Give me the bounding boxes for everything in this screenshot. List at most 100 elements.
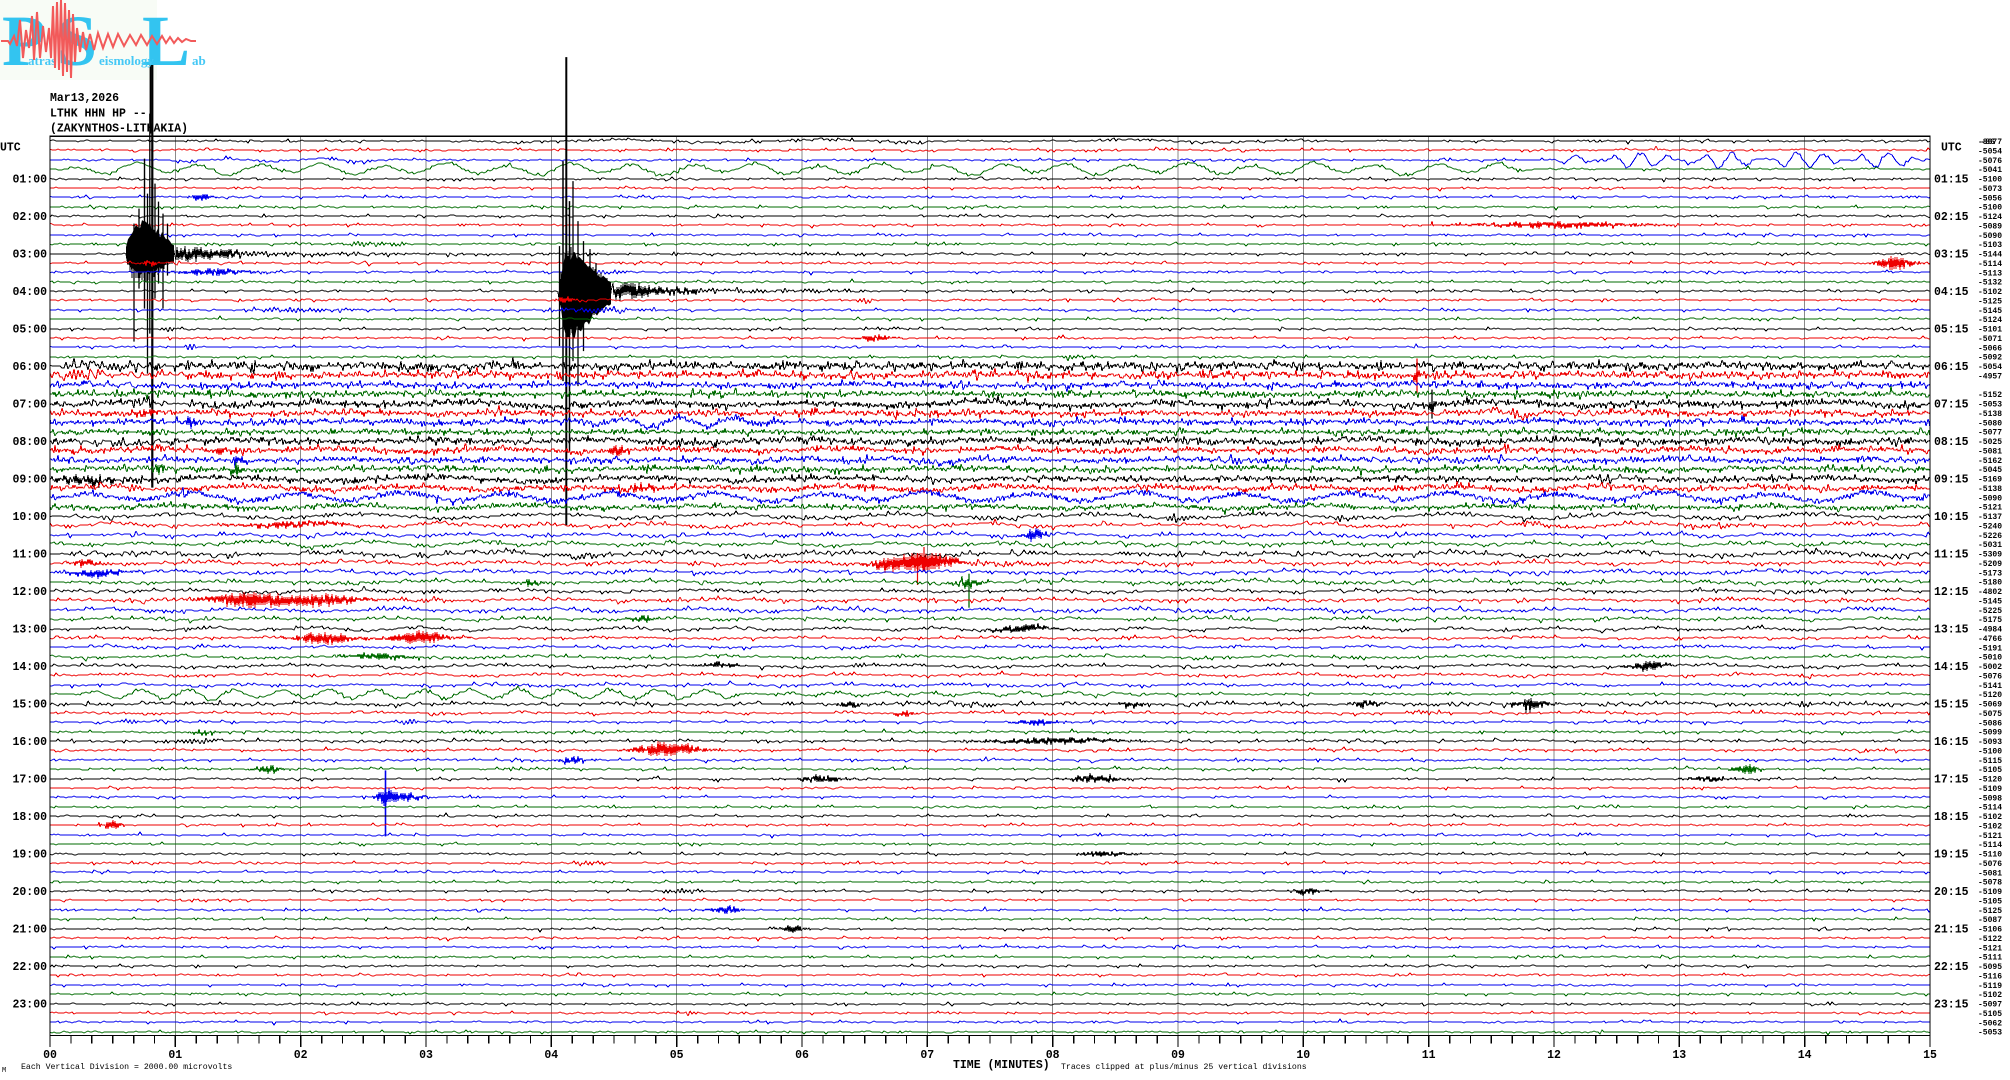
svg-text:05:15: 05:15 (1934, 324, 1969, 337)
svg-text:16:00: 16:00 (12, 736, 47, 749)
svg-text:-5114: -5114 (1978, 804, 2002, 813)
svg-text:23:00: 23:00 (12, 999, 47, 1012)
svg-text:14:00: 14:00 (12, 661, 47, 674)
svg-text:23:15: 23:15 (1934, 999, 1969, 1012)
svg-text:-86: -86 (1981, 138, 1996, 147)
svg-text:08:00: 08:00 (12, 436, 47, 449)
svg-text:17:00: 17:00 (12, 774, 47, 787)
svg-text:22:00: 22:00 (12, 961, 47, 974)
svg-text:-5089: -5089 (1978, 223, 2002, 232)
svg-text:11:15: 11:15 (1934, 549, 1969, 562)
svg-text:06:15: 06:15 (1934, 361, 1969, 374)
svg-text:-4984: -4984 (1978, 626, 2002, 635)
svg-text:-5069: -5069 (1978, 701, 2002, 710)
svg-text:-5056: -5056 (1978, 194, 2002, 203)
svg-text:TIME (MINUTES): TIME (MINUTES) (953, 1059, 1050, 1072)
svg-text:09:00: 09:00 (12, 474, 47, 487)
svg-text:-5086: -5086 (1978, 719, 2002, 728)
svg-text:18:00: 18:00 (12, 811, 47, 824)
svg-text:-5309: -5309 (1978, 551, 2002, 560)
svg-text:19:15: 19:15 (1934, 849, 1969, 862)
svg-text:-5226: -5226 (1978, 532, 2002, 541)
svg-text:-5102: -5102 (1978, 288, 2002, 297)
svg-text:-5076: -5076 (1978, 860, 2002, 869)
svg-text:-5087: -5087 (1978, 916, 2002, 925)
svg-text:-5100: -5100 (1978, 748, 2002, 757)
svg-text:-5097: -5097 (1978, 1001, 2002, 1010)
svg-text:-5090: -5090 (1978, 232, 2002, 241)
svg-text:-4802: -4802 (1978, 588, 2002, 597)
svg-text:17:15: 17:15 (1934, 774, 1969, 787)
svg-text:-5114: -5114 (1978, 260, 2002, 269)
svg-text:14:15: 14:15 (1934, 661, 1969, 674)
svg-text:09: 09 (1171, 1049, 1185, 1062)
svg-text:-5173: -5173 (1978, 569, 2002, 578)
svg-text:-5138: -5138 (1978, 410, 2002, 419)
svg-text:M: M (2, 1067, 6, 1075)
svg-text:-5124: -5124 (1978, 213, 2002, 222)
svg-text:-5102: -5102 (1978, 813, 2002, 822)
svg-text:02:00: 02:00 (12, 211, 47, 224)
svg-text:08:15: 08:15 (1934, 436, 1969, 449)
svg-text:-5076: -5076 (1978, 673, 2002, 682)
svg-text:-5240: -5240 (1978, 523, 2002, 532)
svg-text:-5132: -5132 (1978, 279, 2002, 288)
svg-text:-5110: -5110 (1978, 851, 2002, 860)
svg-text:-5121: -5121 (1978, 944, 2002, 953)
svg-text:-5092: -5092 (1978, 354, 2002, 363)
svg-text:07:15: 07:15 (1934, 399, 1969, 412)
svg-text:-5102: -5102 (1978, 823, 2002, 832)
svg-text:05: 05 (670, 1049, 684, 1062)
svg-text:-5119: -5119 (1978, 982, 2002, 991)
svg-text:-5180: -5180 (1978, 579, 2002, 588)
svg-text:12:00: 12:00 (12, 586, 47, 599)
svg-text:22:15: 22:15 (1934, 961, 1969, 974)
svg-text:-5053: -5053 (1978, 401, 2002, 410)
svg-text:04:00: 04:00 (12, 286, 47, 299)
svg-text:07:00: 07:00 (12, 399, 47, 412)
svg-text:02:15: 02:15 (1934, 211, 1969, 224)
svg-text:UTC: UTC (1941, 142, 1962, 155)
svg-text:16:15: 16:15 (1934, 736, 1969, 749)
svg-text:11:00: 11:00 (12, 549, 47, 562)
svg-text:-5078: -5078 (1978, 879, 2002, 888)
svg-text:15: 15 (1923, 1049, 1937, 1062)
svg-text:-5073: -5073 (1978, 185, 2002, 194)
svg-text:-5105: -5105 (1978, 766, 2002, 775)
svg-text:-5103: -5103 (1978, 241, 2002, 250)
svg-text:13:00: 13:00 (12, 624, 47, 637)
svg-text:-5125: -5125 (1978, 907, 2002, 916)
svg-text:-5100: -5100 (1978, 204, 2002, 213)
svg-text:09:15: 09:15 (1934, 474, 1969, 487)
svg-text:-5115: -5115 (1978, 757, 2002, 766)
svg-text:03:15: 03:15 (1934, 249, 1969, 262)
svg-text:-5077: -5077 (1978, 429, 2002, 438)
svg-text:-5062: -5062 (1978, 1019, 2002, 1028)
svg-text:UTC: UTC (0, 142, 21, 155)
svg-text:-5076: -5076 (1978, 157, 2002, 166)
svg-text:-5081: -5081 (1978, 869, 2002, 878)
svg-text:-5053: -5053 (1978, 1029, 2002, 1038)
svg-text:-4766: -4766 (1978, 635, 2002, 644)
svg-text:-5100: -5100 (1978, 176, 2002, 185)
svg-text:14: 14 (1798, 1049, 1812, 1062)
svg-text:-5113: -5113 (1978, 269, 2002, 278)
svg-text:-5162: -5162 (1978, 457, 2002, 466)
svg-text:(ZAKYNTHOS-LITHAKIA): (ZAKYNTHOS-LITHAKIA) (50, 123, 188, 136)
svg-text:03:00: 03:00 (12, 249, 47, 262)
svg-text:03: 03 (419, 1049, 433, 1062)
svg-text:-5090: -5090 (1978, 494, 2002, 503)
svg-text:-5125: -5125 (1978, 298, 2002, 307)
svg-text:-5054: -5054 (1978, 363, 2002, 372)
svg-text:-5102: -5102 (1978, 991, 2002, 1000)
svg-text:21:15: 21:15 (1934, 924, 1969, 937)
svg-text:-5124: -5124 (1978, 316, 2002, 325)
svg-text:10: 10 (1296, 1049, 1310, 1062)
svg-text:-5054: -5054 (1978, 148, 2002, 157)
svg-text:-5121: -5121 (1978, 832, 2002, 841)
svg-text:Mar13,2026: Mar13,2026 (50, 92, 119, 105)
svg-text:-5101: -5101 (1978, 326, 2002, 335)
svg-text:19:00: 19:00 (12, 849, 47, 862)
svg-text:05:00: 05:00 (12, 324, 47, 337)
svg-text:-5145: -5145 (1978, 598, 2002, 607)
